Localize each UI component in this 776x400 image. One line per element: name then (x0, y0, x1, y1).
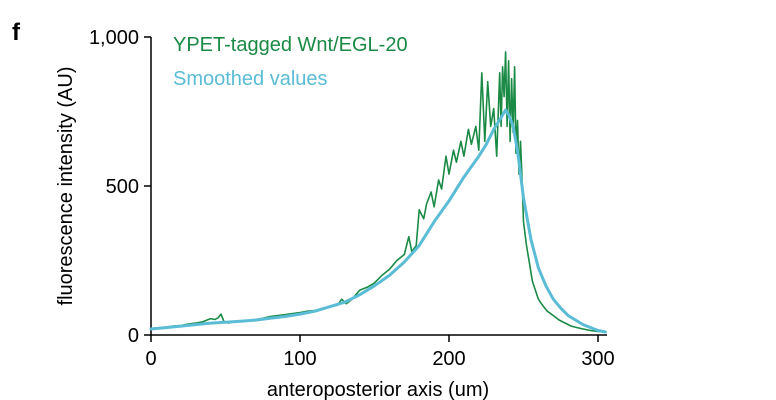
y-axis-label: fluorescence intensity (AU) (55, 67, 77, 306)
series-layer (149, 51, 607, 334)
x-axis-label: anteroposterior axis (um) (267, 379, 489, 400)
x-tick-label: 100 (283, 348, 316, 370)
y-tick-label: 500 (106, 176, 139, 198)
legend-entry-smoothed: Smoothed values (173, 68, 328, 90)
y-tick-label: 1,000 (89, 27, 139, 49)
x-tick-label: 0 (145, 348, 156, 370)
x-tick-label: 300 (581, 348, 614, 370)
series-line-raw (150, 51, 607, 333)
x-tick-label: 200 (432, 348, 465, 370)
panel-label: f (12, 19, 21, 46)
chart-axes: 0 500 1,000 0 100 200 300 (89, 27, 615, 370)
y-ticks: 0 500 1,000 (89, 27, 151, 347)
x-ticks: 0 100 200 300 (145, 335, 615, 370)
legend-entry-raw: YPET-tagged Wnt/EGL-20 (173, 34, 408, 56)
y-tick-label: 0 (128, 325, 139, 347)
legend: YPET-tagged Wnt/EGL-20 Smoothed values (173, 34, 408, 90)
series-line-smoothed (149, 108, 607, 334)
